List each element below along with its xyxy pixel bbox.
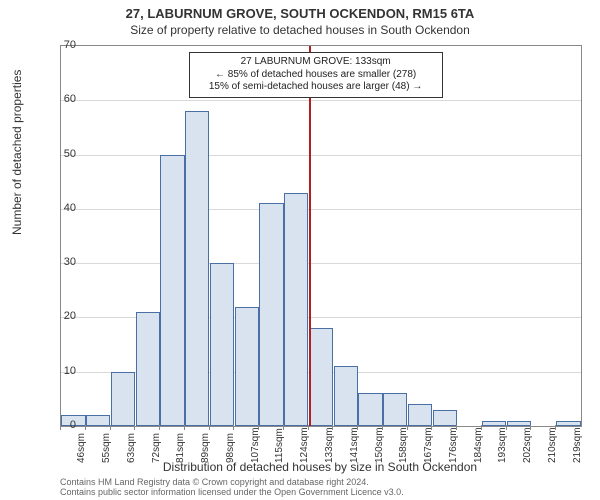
x-tick-label: 81sqm (175, 433, 186, 463)
x-tick-label: 141sqm (349, 427, 360, 463)
x-tick-mark (431, 425, 432, 430)
histogram-bar (111, 372, 135, 426)
y-tick-label: 70 (46, 39, 76, 51)
footer-line-2: Contains public sector information licen… (60, 488, 580, 498)
histogram-bar (86, 415, 110, 426)
y-tick-label: 10 (46, 365, 76, 377)
x-tick-label: 219sqm (572, 427, 583, 463)
histogram-bar (383, 393, 407, 426)
x-tick-label: 55sqm (101, 433, 112, 463)
x-tick-mark (209, 425, 210, 430)
x-tick-mark (134, 425, 135, 430)
x-tick-mark (60, 425, 61, 430)
histogram-bar (358, 393, 382, 426)
y-axis-label: Number of detached properties (10, 70, 24, 235)
y-tick-label: 20 (46, 310, 76, 322)
x-tick-label: 193sqm (497, 427, 508, 463)
y-tick-label: 30 (46, 256, 76, 268)
gridline (61, 263, 581, 264)
x-tick-label: 133sqm (324, 427, 335, 463)
x-tick-mark (506, 425, 507, 430)
x-tick-mark (456, 425, 457, 430)
x-tick-mark (382, 425, 383, 430)
x-tick-label: 63sqm (126, 433, 137, 463)
chart-title-address: 27, LABURNUM GROVE, SOUTH OCKENDON, RM15… (0, 6, 600, 21)
x-tick-mark (308, 425, 309, 430)
y-tick-label: 40 (46, 202, 76, 214)
x-tick-label: 89sqm (200, 433, 211, 463)
x-tick-label: 72sqm (151, 433, 162, 463)
x-axis-label: Distribution of detached houses by size … (60, 460, 580, 474)
x-tick-mark (357, 425, 358, 430)
gridline (61, 155, 581, 156)
x-tick-label: 150sqm (374, 427, 385, 463)
annotation-line-1: 27 LABURNUM GROVE: 133sqm (196, 56, 436, 69)
x-tick-mark (481, 425, 482, 430)
x-tick-label: 46sqm (76, 433, 87, 463)
x-tick-mark (110, 425, 111, 430)
x-tick-label: 107sqm (250, 427, 261, 463)
x-tick-label: 115sqm (274, 428, 285, 463)
x-tick-label: 184sqm (473, 427, 484, 463)
annotation-box: 27 LABURNUM GROVE: 133sqm← 85% of detach… (189, 52, 443, 98)
y-tick-label: 60 (46, 93, 76, 105)
x-tick-label: 158sqm (398, 427, 409, 463)
histogram-bar (235, 307, 259, 426)
x-tick-mark (184, 425, 185, 430)
x-tick-label: 210sqm (547, 427, 558, 463)
x-tick-mark (85, 425, 86, 430)
x-tick-label: 167sqm (423, 427, 434, 463)
histogram-bar (259, 203, 283, 426)
x-tick-mark (530, 425, 531, 430)
gridline (61, 100, 581, 101)
x-tick-mark (159, 425, 160, 430)
x-tick-mark (258, 425, 259, 430)
annotation-line-3: 15% of semi-detached houses are larger (… (196, 81, 436, 94)
histogram-bar (433, 410, 457, 426)
x-tick-label: 98sqm (225, 433, 236, 463)
histogram-bar (284, 193, 308, 426)
histogram-bar (507, 421, 531, 426)
gridline (61, 209, 581, 210)
x-tick-mark (332, 425, 333, 430)
x-tick-label: 202sqm (522, 427, 533, 463)
histogram-bar (185, 111, 209, 426)
x-tick-label: 124sqm (299, 427, 310, 463)
histogram-bar (408, 404, 432, 426)
chart-subtitle: Size of property relative to detached ho… (0, 23, 600, 37)
x-tick-mark (283, 425, 284, 430)
x-tick-mark (233, 425, 234, 430)
chart-container: 27, LABURNUM GROVE, SOUTH OCKENDON, RM15… (0, 0, 600, 500)
histogram-bar (160, 155, 184, 426)
histogram-bar (309, 328, 333, 426)
annotation-line-2: ← 85% of detached houses are smaller (27… (196, 69, 436, 82)
plot-area: 27 LABURNUM GROVE: 133sqm← 85% of detach… (60, 45, 582, 427)
x-tick-label: 176sqm (448, 427, 459, 463)
histogram-bar (210, 263, 234, 426)
x-tick-mark (407, 425, 408, 430)
property-marker-line (309, 46, 311, 426)
histogram-bar (556, 421, 580, 426)
histogram-bar (136, 312, 160, 426)
histogram-bar (482, 421, 506, 426)
histogram-bar (334, 366, 358, 426)
y-tick-label: 0 (46, 419, 76, 431)
x-tick-mark (555, 425, 556, 430)
footer-attribution: Contains HM Land Registry data © Crown c… (60, 478, 580, 498)
y-tick-label: 50 (46, 148, 76, 160)
